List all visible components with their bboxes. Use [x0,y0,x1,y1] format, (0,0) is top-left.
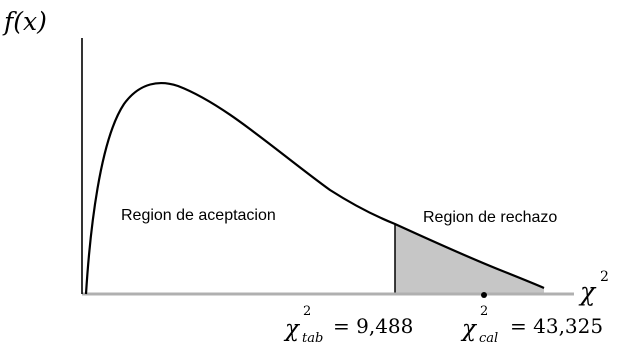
calculated-value-marker [481,292,487,298]
acceptance-region-label: Region de aceptacion [121,207,276,224]
calculated-value-subscript: cal [479,331,498,346]
critical-value-symbol: χ [283,316,301,342]
critical-value-subscript: tab [302,331,323,346]
y-axis-label: f(x) [2,7,47,36]
x-axis-label: χ [578,277,597,306]
calculated-value-superscript: 2 [480,304,488,319]
critical-value-text: = 9,488 [333,314,413,338]
density-curve [84,82,545,295]
critical-value-superscript: 2 [303,304,311,319]
calculated-value-text: = 43,325 [510,314,603,338]
calculated-value-symbol: χ [460,316,478,342]
x-axis-label-exponent: 2 [600,269,609,285]
rejection-region-label: Region de rechazo [423,209,557,226]
